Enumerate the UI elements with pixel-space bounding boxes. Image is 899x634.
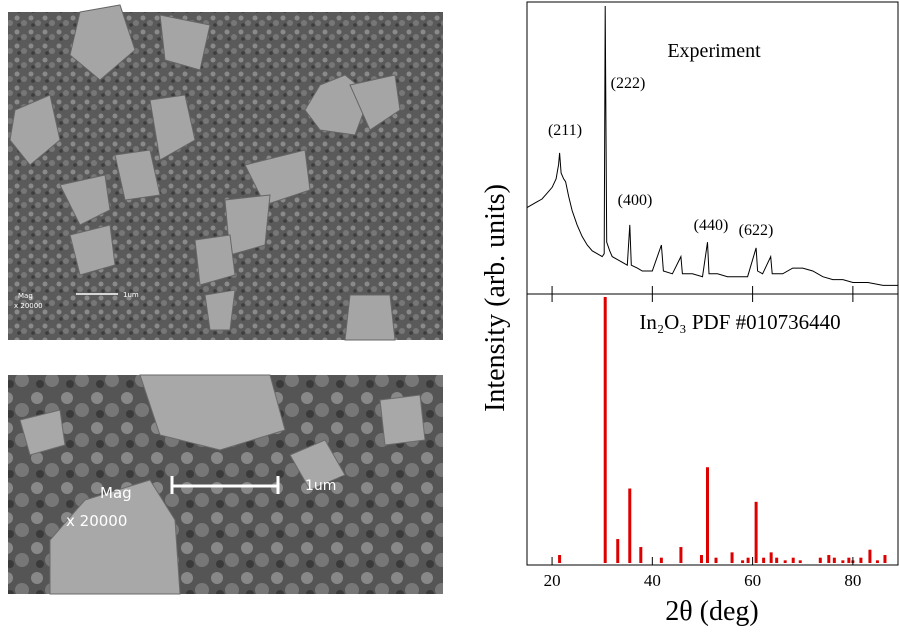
reference-peak — [762, 557, 766, 563]
x-axis-label: 2θ (deg) — [665, 596, 759, 627]
reference-peak — [798, 560, 802, 563]
reference-peak — [628, 488, 632, 563]
reference-peak — [754, 501, 758, 563]
annotation: (400) — [618, 192, 653, 209]
reference-peak — [791, 557, 795, 563]
magnification: x 20000 — [14, 302, 43, 310]
reference-peak — [659, 557, 663, 563]
reference-peak — [730, 552, 734, 563]
scale-label: 1um — [123, 291, 139, 299]
y-axis-label: Intensity (arb. units) — [480, 184, 511, 412]
magnification: x 20000 — [66, 512, 127, 530]
reference-peak — [832, 557, 836, 563]
reference-peak — [841, 560, 845, 563]
xrd-pattern — [526, 5, 898, 286]
reference-peak — [603, 297, 607, 563]
reference-peak — [875, 560, 879, 563]
annotation: (622) — [739, 222, 774, 239]
xrd-chart: Experiment (211) (222) (400) (440) (622) In₂O₃… — [480, 1, 899, 627]
annotation: (211) — [548, 122, 582, 139]
reference-peak — [769, 552, 773, 563]
panel-title: In₂O₃ PDF #010736440 — [639, 310, 840, 334]
mag-label: Mag — [100, 484, 132, 502]
x-tick-label: 80 — [844, 571, 861, 590]
mag-label: Mag — [18, 292, 33, 300]
reference-peak — [783, 560, 787, 563]
reference-peak — [827, 555, 831, 563]
reference-peak — [859, 557, 863, 563]
x-tick-label: 40 — [644, 571, 661, 590]
sem-image-bottom: Mag x 20000 1um — [8, 374, 443, 595]
reference-peak — [741, 560, 745, 563]
reference-peak — [639, 547, 643, 563]
reference-peak — [699, 555, 703, 563]
reference-peak — [868, 549, 872, 563]
reference-peak — [679, 547, 683, 563]
reference-peak — [714, 557, 718, 563]
reference-peak — [705, 467, 709, 563]
reference-peak — [847, 557, 851, 563]
reference-peak — [883, 555, 887, 563]
reference-peak — [616, 539, 620, 563]
scale-label: 1um — [305, 478, 336, 494]
annotation: (222) — [611, 75, 646, 92]
reference-peak — [818, 557, 822, 563]
annotation: Experiment — [667, 40, 761, 62]
sem-image-top: Mag x 20000 1um — [8, 4, 443, 341]
annotation: (440) — [694, 217, 729, 234]
x-tick-label: 60 — [744, 571, 761, 590]
x-tick-label: 20 — [544, 571, 561, 590]
reference-peak — [558, 555, 562, 563]
reference-peak — [775, 557, 779, 563]
reference-peak — [746, 557, 750, 563]
